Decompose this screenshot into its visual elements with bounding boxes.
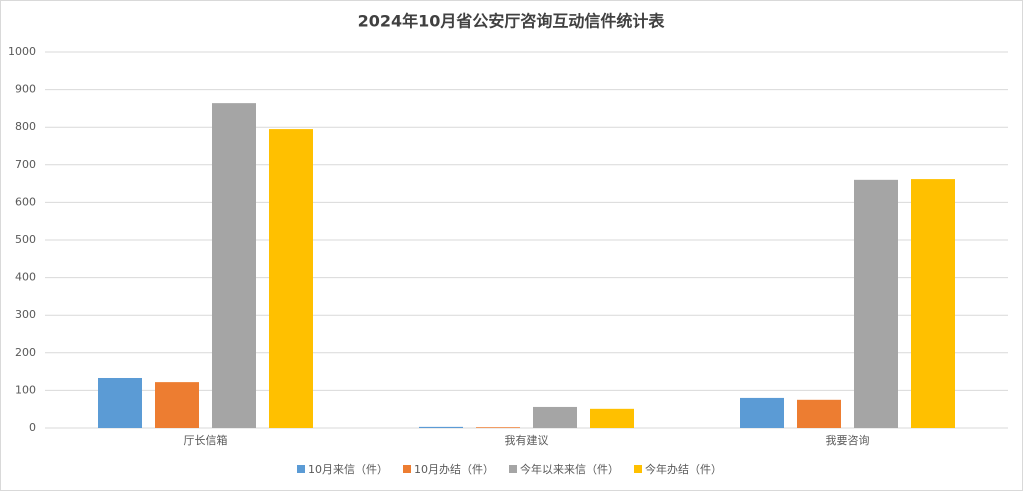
y-tick-label: 700 xyxy=(15,158,36,171)
legend-label: 今年办结（件） xyxy=(645,462,722,476)
y-tick-label: 600 xyxy=(15,195,36,208)
legend-swatch xyxy=(403,465,411,473)
y-tick-label: 300 xyxy=(15,308,36,321)
y-tick-label: 0 xyxy=(29,421,36,434)
y-tick-label: 200 xyxy=(15,346,36,359)
bar xyxy=(269,129,313,428)
bar xyxy=(476,427,520,428)
y-tick-label: 1000 xyxy=(8,45,36,58)
bar xyxy=(740,397,784,428)
bar xyxy=(212,103,256,429)
bar xyxy=(797,399,841,428)
bar xyxy=(155,382,199,428)
bar xyxy=(98,377,142,428)
legend-label: 今年以来来信（件） xyxy=(520,462,619,476)
bar xyxy=(854,179,898,428)
bar xyxy=(911,179,955,428)
legend-swatch xyxy=(509,465,517,473)
y-tick-label: 500 xyxy=(15,233,36,246)
x-tick-label: 我要咨询 xyxy=(826,433,870,447)
legend-label: 10月办结（件） xyxy=(414,463,494,476)
x-tick-label: 我有建议 xyxy=(505,433,549,447)
bar xyxy=(419,426,463,428)
y-tick-label: 400 xyxy=(15,271,36,284)
bar xyxy=(590,408,634,428)
y-tick-label: 100 xyxy=(15,383,36,396)
bar xyxy=(533,406,577,428)
x-tick-label: 厅长信箱 xyxy=(184,433,228,447)
legend-swatch xyxy=(297,465,305,473)
y-tick-label: 800 xyxy=(15,120,36,133)
legend-label: 10月来信（件） xyxy=(308,463,388,476)
legend-swatch xyxy=(634,465,642,473)
y-tick-label: 900 xyxy=(15,83,36,96)
chart-title: 2024年10月省公安厅咨询互动信件统计表 xyxy=(358,12,666,31)
